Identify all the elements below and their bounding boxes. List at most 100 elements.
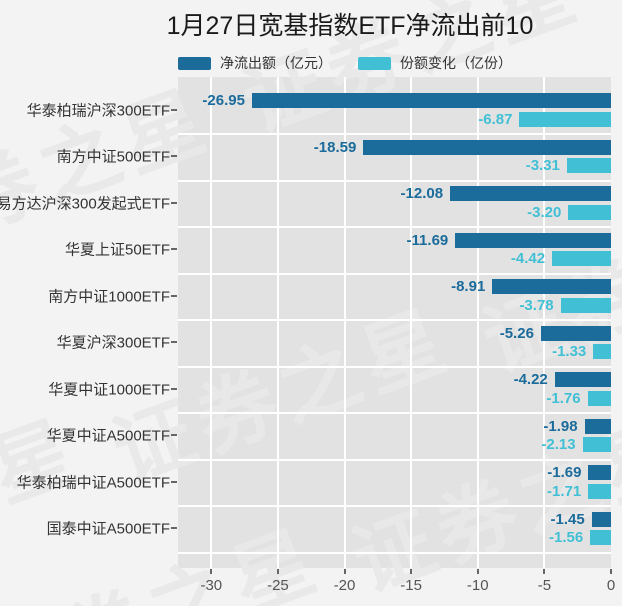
gridline-horizontal bbox=[178, 133, 611, 135]
value-label-share-change: -2.13 bbox=[541, 436, 576, 453]
gridline-vertical bbox=[343, 77, 346, 568]
y-axis-tick bbox=[171, 248, 177, 251]
y-axis-tick bbox=[171, 434, 177, 437]
value-label-net-outflow: -26.95 bbox=[202, 92, 245, 109]
y-axis-tick bbox=[171, 341, 177, 344]
plot-area: -26.95 -6.87 -18.59 -3.31 -12.08 -3.20 -11.69 -… bbox=[178, 77, 611, 568]
x-axis-tick-label: -30 bbox=[200, 577, 223, 594]
bar-net-outflow bbox=[455, 232, 611, 248]
gridline-vertical bbox=[276, 77, 279, 568]
category-label: 华泰柏瑞中证A500ETF bbox=[16, 474, 170, 492]
value-label-share-change: -1.56 bbox=[549, 529, 584, 546]
x-axis-tick bbox=[410, 569, 413, 574]
legend-label-net-outflow: 净流出额（亿元） bbox=[220, 55, 332, 71]
gridline-horizontal bbox=[178, 412, 611, 414]
chart-title: 1月27日宽基指数ETF净流出前10 bbox=[166, 12, 534, 40]
value-label-share-change: -3.20 bbox=[527, 203, 562, 221]
value-label-share-change: -1.33 bbox=[552, 343, 587, 360]
y-axis-tick bbox=[171, 108, 177, 111]
category-label: 国泰中证A500ETF bbox=[46, 520, 170, 538]
x-axis-tick-label: -10 bbox=[466, 577, 489, 594]
category-label: 华夏中证A500ETF bbox=[46, 427, 170, 445]
bar-net-outflow bbox=[251, 93, 611, 108]
value-label-net-outflow: -1.45 bbox=[550, 510, 585, 528]
category-label: 华夏中证1000ETF bbox=[48, 381, 170, 399]
y-axis-tick bbox=[171, 480, 177, 483]
x-axis-tick-label: -20 bbox=[333, 577, 356, 594]
category-label: 华泰柏瑞沪深300ETF bbox=[26, 102, 170, 120]
value-label-share-change: -1.76 bbox=[546, 389, 581, 407]
value-label-net-outflow: -8.91 bbox=[451, 278, 486, 295]
x-axis-tick bbox=[543, 569, 546, 574]
bar-share-change bbox=[587, 390, 611, 406]
gridline-horizontal bbox=[178, 179, 611, 182]
x-axis-tick bbox=[610, 569, 612, 574]
bar-net-outflow bbox=[540, 325, 611, 341]
value-label-net-outflow: -1.69 bbox=[547, 464, 582, 481]
bar-net-outflow bbox=[591, 511, 611, 527]
value-label-share-change: -3.31 bbox=[525, 157, 560, 174]
value-label-net-outflow: -1.98 bbox=[543, 417, 578, 435]
category-label: 易方达沪深300发起式ETF bbox=[0, 195, 170, 213]
value-label-net-outflow: -18.59 bbox=[313, 138, 357, 156]
y-axis-tick bbox=[171, 201, 177, 204]
bar-share-change bbox=[590, 530, 611, 545]
category-label: 南方中证500ETF bbox=[56, 148, 170, 166]
bar-share-change bbox=[560, 297, 611, 313]
bar-share-change bbox=[568, 204, 611, 220]
value-label-share-change: -6.87 bbox=[478, 110, 513, 128]
gridline-vertical bbox=[543, 77, 546, 568]
x-axis-tick-label: -25 bbox=[267, 577, 289, 594]
bar-net-outflow bbox=[363, 139, 611, 155]
bar-net-outflow bbox=[450, 186, 611, 201]
y-axis-tick bbox=[171, 155, 177, 158]
category-label: 华夏上证50ETF bbox=[64, 241, 170, 259]
bar-share-change bbox=[519, 111, 611, 127]
gridline-vertical bbox=[476, 77, 479, 568]
x-axis-tick-label: 0 bbox=[606, 577, 616, 594]
x-axis-tick bbox=[476, 569, 479, 574]
legend: 净流出额（亿元） 份额变化（亿份） bbox=[178, 53, 512, 73]
gridline-horizontal bbox=[178, 272, 611, 275]
bar-share-change bbox=[566, 158, 611, 173]
gridline-horizontal bbox=[178, 505, 611, 507]
x-axis-tick-label: -15 bbox=[400, 577, 422, 594]
bar-net-outflow bbox=[554, 372, 611, 387]
gridline-horizontal bbox=[178, 458, 611, 461]
legend-item-net-outflow: 净流出额（亿元） bbox=[178, 53, 332, 73]
x-axis-tick-label: -5 bbox=[537, 577, 552, 594]
legend-label-share-change: 份额变化（亿份） bbox=[400, 55, 512, 71]
value-label-share-change: -1.71 bbox=[547, 482, 582, 500]
value-label-net-outflow: -11.69 bbox=[406, 231, 449, 249]
bar-net-outflow bbox=[492, 279, 611, 294]
gridline-vertical bbox=[410, 77, 413, 568]
value-label-net-outflow: -12.08 bbox=[400, 185, 444, 202]
y-axis-tick bbox=[171, 527, 177, 530]
bar-share-change bbox=[582, 437, 611, 452]
bar-share-change bbox=[593, 344, 611, 359]
bar-share-change bbox=[588, 483, 611, 499]
bar-net-outflow bbox=[584, 418, 611, 434]
value-label-net-outflow: -4.22 bbox=[513, 371, 548, 388]
gridline-horizontal bbox=[178, 551, 611, 554]
value-label-share-change: -4.42 bbox=[510, 250, 546, 267]
y-axis-tick bbox=[171, 387, 177, 390]
x-axis-tick bbox=[210, 569, 213, 574]
x-axis-tick bbox=[343, 569, 346, 574]
legend-swatch-share-change bbox=[358, 56, 391, 70]
legend-item-share-change: 份额变化（亿份） bbox=[358, 53, 512, 73]
category-label: 南方中证1000ETF bbox=[48, 288, 170, 306]
gridline-horizontal bbox=[178, 226, 611, 228]
category-label: 华夏沪深300ETF bbox=[56, 334, 170, 352]
legend-swatch-net-outflow bbox=[178, 56, 211, 70]
bar-share-change bbox=[552, 251, 611, 266]
gridline-horizontal bbox=[178, 319, 611, 321]
gridline-horizontal bbox=[178, 365, 611, 368]
value-label-share-change: -3.78 bbox=[519, 296, 554, 314]
x-axis-tick bbox=[276, 569, 279, 574]
bar-net-outflow bbox=[588, 465, 611, 480]
y-axis-tick bbox=[171, 294, 177, 297]
plot-area-background bbox=[178, 77, 611, 568]
gridline-vertical bbox=[210, 77, 213, 568]
